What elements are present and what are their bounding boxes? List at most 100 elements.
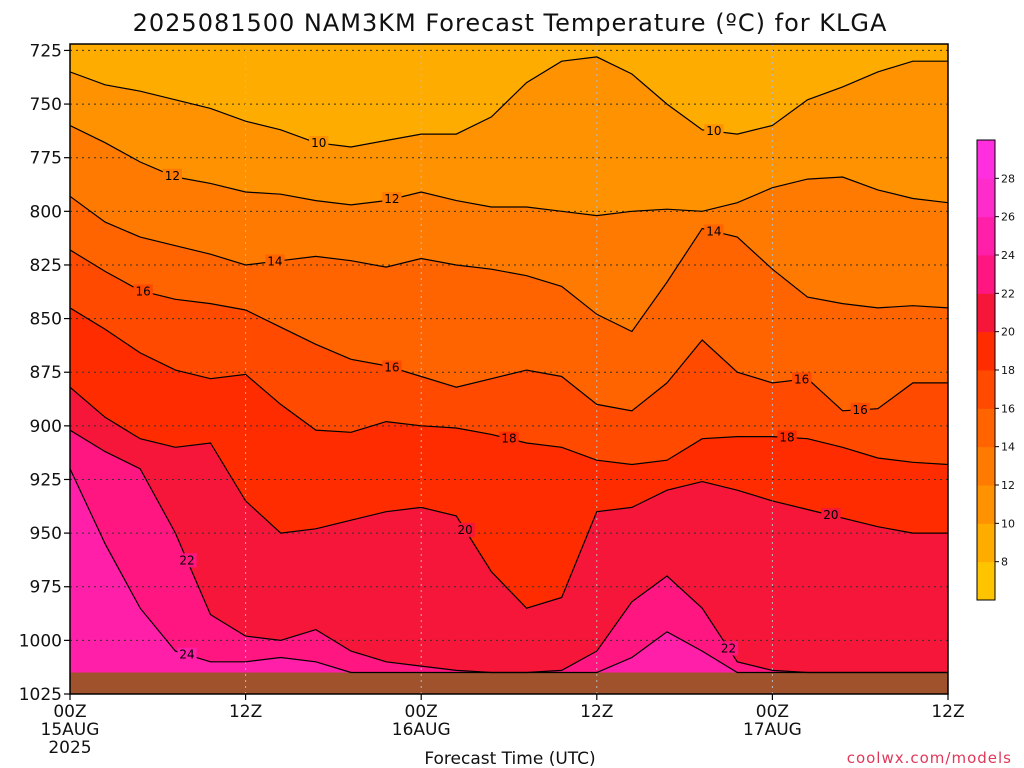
- axes: [69, 43, 949, 695]
- contour-fills: [70, 44, 948, 694]
- plot-frame: [69, 43, 949, 695]
- contour-label-12-0: 12: [165, 169, 180, 183]
- colorbar-label-0: 8: [1001, 556, 1008, 569]
- colorbar-label-1: 10: [1001, 517, 1015, 530]
- contour-label-10-1: 10: [706, 124, 721, 138]
- colorbar: 8 10 12 14 16 18 20 22 24 26 28: [976, 139, 1015, 601]
- contour-label-12-1: 12: [384, 192, 399, 206]
- x-tick-label-2: 00Z: [405, 702, 438, 722]
- contour-label-bg-14-1: [704, 224, 724, 239]
- x-tick-date-4: 17AUG: [743, 720, 802, 740]
- colorbar-label-6: 20: [1001, 326, 1015, 339]
- colorbar-segment-1: [977, 523, 995, 563]
- colorbar-label-2: 12: [1001, 479, 1015, 492]
- contour-label-bg-18-1: [777, 430, 797, 445]
- y-tick-label-900: 900: [30, 417, 62, 437]
- x-tick-date-0: 15AUG: [41, 720, 100, 740]
- colorbar-segment-8: [977, 255, 995, 294]
- contour-label-bg-16-3: [850, 402, 870, 417]
- contour-labels: 10 10 12 12 14 14 16 16 16 16 18 18 20 20 22 22 24: [133, 124, 870, 662]
- contour-label-bg-16-2: [792, 372, 812, 387]
- contour-label-24-0: 24: [179, 648, 194, 662]
- x-tick-label-3: 12Z: [580, 702, 613, 722]
- y-tick-label-875: 875: [30, 363, 62, 383]
- contour-label-18-1: 18: [779, 430, 794, 444]
- x-tick-label-5: 12Z: [931, 702, 964, 722]
- contour-label-bg-12-0: [162, 168, 183, 183]
- contour-label-16-0: 16: [136, 284, 151, 298]
- contour-label-bg-12-1: [382, 192, 402, 207]
- band-above-20: [70, 387, 948, 694]
- contour-label-14-0: 14: [267, 254, 282, 268]
- y-tick-label-750: 750: [30, 95, 62, 115]
- contour-label-14-1: 14: [706, 224, 721, 238]
- y-tick-label-975: 975: [30, 578, 62, 598]
- x-tick-label-0: 00Z: [53, 702, 86, 722]
- colorbar-segment-3: [977, 446, 995, 486]
- colorbar-label-7: 22: [1001, 287, 1015, 300]
- ground-terrain: [70, 672, 948, 694]
- y-tick-label-775: 775: [30, 149, 62, 169]
- contour-label-bg-22-0: [177, 553, 197, 568]
- contour-label-bg-20-1: [821, 508, 841, 523]
- contour-label-22-0: 22: [179, 553, 194, 567]
- x-tick-year-0: 2025: [48, 738, 91, 758]
- colorbar-segment-4: [977, 408, 995, 448]
- contour-label-bg-10-0: [309, 136, 329, 151]
- x-tick-date-2: 16AUG: [392, 720, 451, 740]
- contour-label-bg-14-0: [265, 254, 285, 269]
- band-above-24: [70, 468, 948, 694]
- contour-label-bg-16-0: [133, 284, 153, 299]
- x-tick-label-4: 00Z: [756, 702, 789, 722]
- contour-label-bg-20-0: [455, 522, 475, 537]
- colorbar-segment-5: [977, 370, 995, 409]
- ground-fill: [70, 672, 948, 694]
- y-axis-ticks: 725 750 775 800 825 850 875 900 925 950 975 1000 102…: [19, 41, 70, 705]
- y-tick-label-925: 925: [30, 470, 62, 490]
- contour-label-bg-24-0: [177, 647, 197, 662]
- y-tick-label-800: 800: [30, 202, 62, 222]
- contour-line-14: [70, 195, 948, 333]
- chart-title: 2025081500 NAM3KM Forecast Temperature (…: [133, 9, 888, 37]
- y-tick-label-725: 725: [30, 41, 62, 61]
- contour-label-10-0: 10: [311, 136, 326, 150]
- contour-label-20-1: 20: [823, 508, 838, 522]
- contour-label-18-0: 18: [501, 432, 516, 446]
- colorbar-segment-10: [977, 178, 995, 218]
- y-tick-label-1000: 1000: [19, 631, 62, 651]
- y-tick-label-1025: 1025: [19, 685, 62, 705]
- contour-line-10: [70, 56, 948, 148]
- contour-label-bg-22-1: [718, 641, 739, 656]
- contour-label-16-2: 16: [794, 372, 809, 386]
- x-tick-label-1: 12Z: [229, 702, 262, 722]
- colorbar-label-5: 18: [1001, 364, 1015, 377]
- credit-link[interactable]: coolwx.com/models: [847, 749, 1012, 767]
- colorbar-segment-7: [977, 293, 995, 333]
- contour-line-12: [70, 124, 948, 217]
- colorbar-segment-0: [977, 561, 995, 601]
- contour-label-bg-16-1: [382, 360, 402, 375]
- contour-lines: [70, 56, 948, 674]
- colorbar-segment-9: [977, 216, 995, 256]
- contour-label-bg-18-0: [499, 431, 519, 446]
- colorbar-label-9: 26: [1001, 211, 1015, 224]
- colorbar-segment-6: [977, 331, 995, 371]
- contour-label-16-3: 16: [853, 403, 868, 417]
- contour-label-20-0: 20: [457, 523, 472, 537]
- contour-label-bg-10-1: [704, 124, 724, 139]
- colorbar-label-3: 14: [1001, 441, 1015, 454]
- colorbar-label-4: 16: [1001, 402, 1015, 415]
- grid-lines: [70, 44, 948, 694]
- contour-label-16-1: 16: [384, 361, 399, 375]
- colorbar-segment-11: [977, 140, 995, 179]
- contour-label-22-1: 22: [721, 641, 736, 655]
- colorbar-label-10: 28: [1001, 172, 1015, 185]
- contour-line-20: [70, 386, 948, 609]
- colorbar-label-8: 24: [1001, 249, 1015, 262]
- y-tick-label-825: 825: [30, 256, 62, 276]
- contour-line-24: [70, 468, 948, 674]
- colorbar-segment-2: [977, 485, 995, 524]
- y-tick-label-950: 950: [30, 524, 62, 544]
